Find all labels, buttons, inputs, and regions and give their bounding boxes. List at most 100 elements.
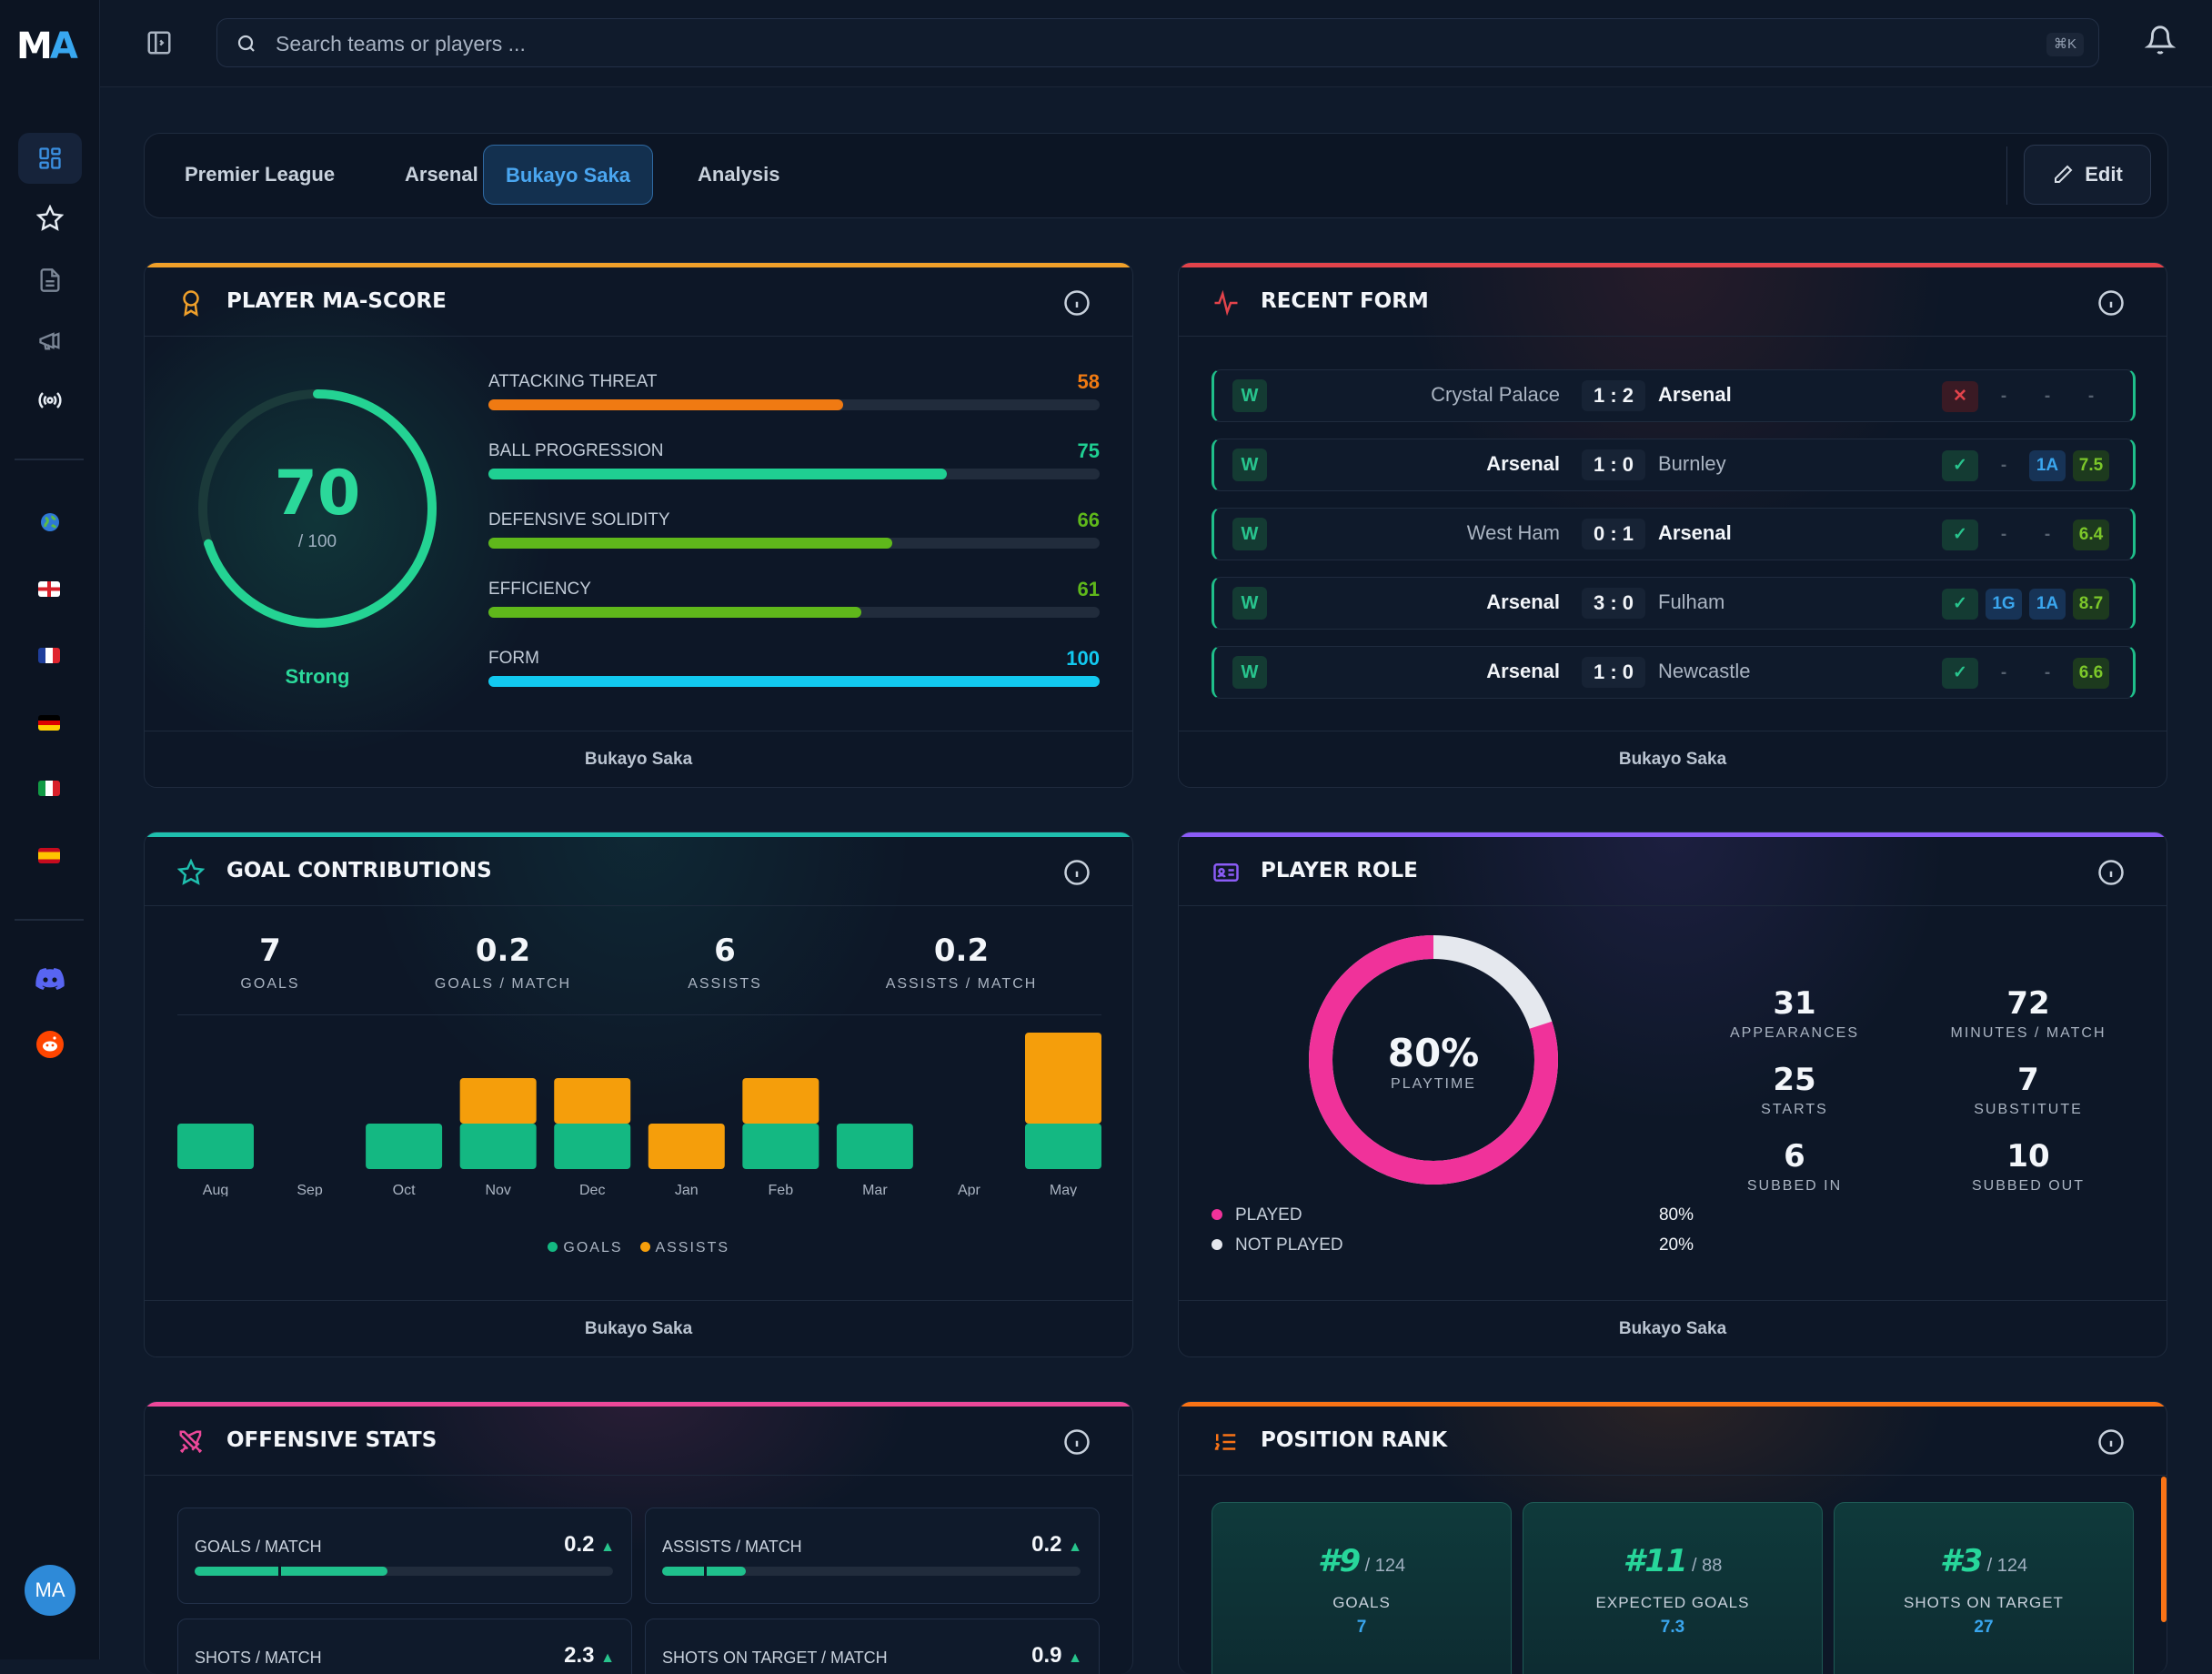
goals-cell: - xyxy=(2000,663,2007,682)
ma-score-card: Player MA-Score 70 / 100 Strong ATTACKIN… xyxy=(144,262,1133,788)
rank-shots-on-target: #3 / 124 SHOTS ON TARGET 27 xyxy=(1834,1502,2134,1674)
bar-goals-mar[interactable] xyxy=(836,1124,913,1169)
crumb-player[interactable]: Bukayo Saka xyxy=(483,145,653,205)
card-title: Recent Form xyxy=(1261,289,1429,313)
metric-value: 100 xyxy=(1066,647,1100,670)
germany-flag-icon[interactable] xyxy=(38,715,60,731)
user-avatar[interactable]: MA xyxy=(25,1565,75,1616)
crumb-league[interactable]: Premier League xyxy=(185,163,336,186)
pencil-icon xyxy=(2055,165,2073,183)
rating-cell: 8.7 xyxy=(2073,589,2109,620)
assists-cell: 1A xyxy=(2029,589,2066,620)
assists-cell: - xyxy=(2044,525,2051,544)
metric-value: 66 xyxy=(1077,509,1100,531)
bar-goals-oct[interactable] xyxy=(366,1124,443,1169)
x-tick-label: Aug xyxy=(203,1183,228,1196)
card-footer: Bukayo Saka xyxy=(145,1300,1132,1356)
metric-bar xyxy=(488,399,1100,410)
assists-cell: - xyxy=(2044,387,2051,406)
card-title: Player Role xyxy=(1261,859,1418,882)
match-row[interactable]: W Crystal Palace 1 : 2 Arsenal ✕ - - - xyxy=(1212,369,2136,422)
breadcrumb: Premier League Arsenal Bukayo Saka Analy… xyxy=(144,133,2168,218)
reddit-icon[interactable] xyxy=(18,1019,82,1070)
globe-icon[interactable] xyxy=(18,497,82,548)
stat-appearances: 31 APPEARANCES xyxy=(1729,985,1860,1041)
stat-assists: 6 ASSISTS xyxy=(688,933,762,992)
metric-value: 61 xyxy=(1077,578,1100,600)
stat-goals-per-match: 0.2 GOALS / MATCH xyxy=(434,933,572,992)
goals-cell: - xyxy=(2000,387,2007,406)
document-icon[interactable] xyxy=(18,255,82,306)
app-logo[interactable]: MA xyxy=(16,25,78,67)
x-tick-label: Jan xyxy=(675,1183,699,1196)
metric-value: 58 xyxy=(1077,370,1100,393)
away-team: Burnley xyxy=(1658,452,1726,475)
crumb-analysis[interactable]: Analysis xyxy=(698,163,780,186)
france-flag-icon[interactable] xyxy=(38,648,60,663)
bar-goals-may[interactable] xyxy=(1025,1124,1101,1169)
rating-cell: - xyxy=(2087,387,2095,406)
search-shortcut: ⌘K xyxy=(2046,33,2084,56)
sidebar-toggle-icon[interactable] xyxy=(146,29,173,61)
home-team: Crystal Palace xyxy=(1431,383,1560,406)
crumb-team[interactable]: Arsenal xyxy=(405,163,478,186)
match-row[interactable]: W Arsenal 1 : 0 Burnley ✓ - 1A 7.5 xyxy=(1212,439,2136,491)
bar-assists-dec[interactable] xyxy=(554,1078,631,1124)
card-title: Position Rank xyxy=(1261,1428,1448,1452)
started-check-icon: ✓ xyxy=(1942,519,1978,550)
bar-goals-dec[interactable] xyxy=(554,1124,631,1169)
scrollbar[interactable] xyxy=(2161,1477,2167,1622)
info-icon[interactable] xyxy=(1063,1428,1091,1460)
bar-assists-jan[interactable] xyxy=(648,1124,725,1169)
metric-label: FORM xyxy=(488,649,539,668)
bell-icon[interactable] xyxy=(2144,24,2177,61)
swords-icon xyxy=(177,1428,205,1460)
match-row[interactable]: W Arsenal 1 : 0 Newcastle ✓ - - 6.6 xyxy=(1212,646,2136,699)
info-icon[interactable] xyxy=(2097,859,2125,891)
info-icon[interactable] xyxy=(1063,289,1091,321)
bar-assists-feb[interactable] xyxy=(742,1078,819,1124)
england-flag-icon[interactable] xyxy=(38,581,60,597)
match-row[interactable]: W West Ham 0 : 1 Arsenal ✓ - - 6.4 xyxy=(1212,508,2136,560)
bar-goals-feb[interactable] xyxy=(742,1124,819,1169)
edit-button[interactable]: Edit xyxy=(2024,145,2151,205)
stat-assists-per-match: 0.2 ASSISTS / MATCH xyxy=(885,933,1038,992)
megaphone-icon[interactable] xyxy=(18,315,82,366)
discord-icon[interactable] xyxy=(18,953,82,1004)
activity-icon xyxy=(1212,289,1241,321)
offensive-stats-card: Offensive Stats GOALS / MATCH 0.2 ▲ ASSI… xyxy=(144,1401,1133,1674)
started-check-icon: ✓ xyxy=(1942,589,1978,620)
bar-goals-aug[interactable] xyxy=(177,1124,254,1169)
card-footer: Bukayo Saka xyxy=(1179,1300,2167,1356)
metric-bar xyxy=(488,469,1100,479)
stat-substitute: 7 SUBSTITUTE xyxy=(1974,1062,2083,1117)
spain-flag-icon[interactable] xyxy=(38,848,60,863)
match-row[interactable]: W Arsenal 3 : 0 Fulham ✓ 1G 1A 8.7 xyxy=(1212,577,2136,630)
search-bar[interactable]: Search teams or players ... ⌘K xyxy=(216,18,2099,67)
star-icon[interactable] xyxy=(18,193,82,244)
card-footer: Bukayo Saka xyxy=(145,731,1132,787)
bar-assists-nov[interactable] xyxy=(459,1078,537,1124)
italy-flag-icon[interactable] xyxy=(38,781,60,796)
info-icon[interactable] xyxy=(1063,859,1091,891)
assists-cell: 1A xyxy=(2029,450,2066,481)
info-icon[interactable] xyxy=(2097,1428,2125,1460)
bar-goals-nov[interactable] xyxy=(459,1124,537,1169)
card-title: Goal Contributions xyxy=(226,859,492,882)
started-check-icon: ✓ xyxy=(1942,450,1978,481)
rating-cell: 7.5 xyxy=(2073,450,2109,481)
card-title: Offensive Stats xyxy=(226,1428,437,1452)
metric-bar xyxy=(488,676,1100,687)
bar-assists-may[interactable] xyxy=(1025,1033,1101,1124)
result-badge: W xyxy=(1232,449,1267,481)
info-icon[interactable] xyxy=(2097,289,2125,321)
not-started-icon: ✕ xyxy=(1942,381,1978,412)
search-input[interactable]: Search teams or players ... xyxy=(276,32,526,55)
metric-label: DEFENSIVE SOLIDITY xyxy=(488,510,670,529)
assists-cell: - xyxy=(2044,663,2051,682)
x-tick-label: Dec xyxy=(579,1183,605,1196)
broadcast-icon[interactable] xyxy=(18,375,82,426)
match-score: 1 : 2 xyxy=(1582,380,1645,411)
dashboard-icon[interactable] xyxy=(18,133,82,184)
home-team: Arsenal xyxy=(1486,590,1560,613)
